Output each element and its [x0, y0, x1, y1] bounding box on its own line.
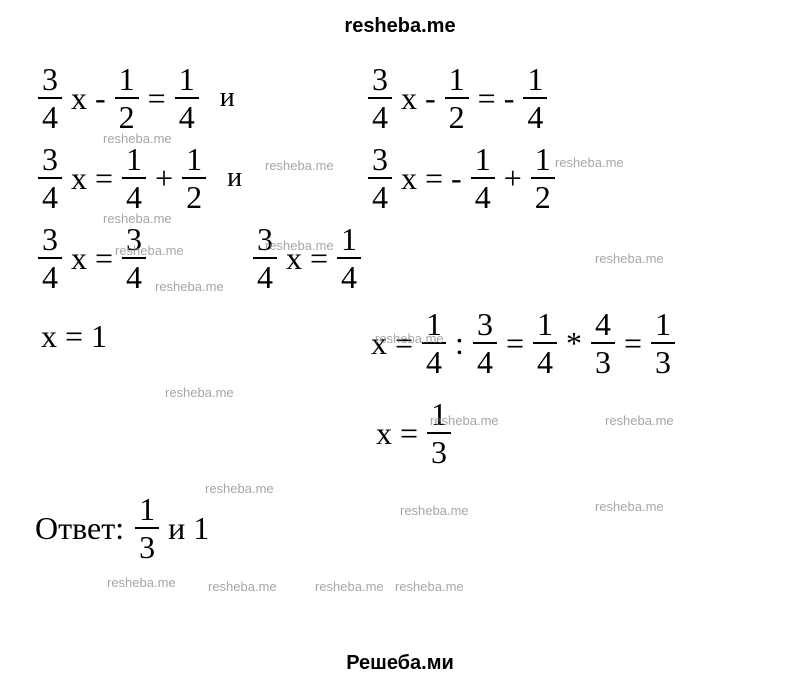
expr-text: x -	[71, 80, 106, 117]
fraction: 13	[651, 308, 675, 378]
watermark-text: resheba.me	[395, 579, 464, 594]
fraction: 12	[115, 63, 139, 133]
fraction: 34	[368, 63, 392, 133]
expr-text: x =	[286, 240, 328, 277]
fraction: 34	[473, 308, 497, 378]
fraction: 34	[368, 143, 392, 213]
equals: =	[624, 325, 642, 362]
expr-text: x = 1	[41, 318, 107, 355]
watermark-text: resheba.me	[605, 413, 674, 428]
op-colon: :	[455, 325, 464, 362]
watermark-text: resheba.me	[208, 579, 277, 594]
op-times: *	[566, 325, 582, 362]
expr-text: x =	[376, 415, 418, 452]
watermark-text: resheba.me	[315, 579, 384, 594]
fraction: 14	[533, 308, 557, 378]
watermark-text: resheba.me	[265, 158, 334, 173]
eq-row-3-right: 34 x = 14	[250, 223, 364, 293]
watermark-text: resheba.me	[107, 575, 176, 590]
fraction: 12	[182, 143, 206, 213]
eq-row-1-right: 34 x - 12 = - 14	[365, 63, 550, 133]
answer-row: Ответ: 13 и 1	[35, 493, 215, 563]
watermark-text: resheba.me	[205, 481, 274, 496]
expr-text: x =	[71, 240, 113, 277]
fraction: 34	[38, 223, 62, 293]
fraction: 14	[523, 63, 547, 133]
fraction: 14	[471, 143, 495, 213]
expr-text: x =	[371, 325, 413, 362]
fraction: 12	[531, 143, 555, 213]
fraction: 34	[38, 63, 62, 133]
footer-watermark: Решеба.ми	[0, 652, 800, 675]
fraction: 34	[38, 143, 62, 213]
fraction: 13	[427, 398, 451, 468]
page-container: resheba.me 34 x - 12 = 14 и 34 x - 12 = …	[0, 0, 800, 685]
answer-label: Ответ:	[35, 510, 124, 547]
fraction: 13	[135, 493, 159, 563]
eq-row-3-left: 34 x = 34	[35, 223, 149, 293]
fraction: 14	[175, 63, 199, 133]
watermark-text: resheba.me	[555, 155, 624, 170]
eq-row-4-right: x = 14 : 34 = 14 * 43 = 13	[365, 308, 678, 378]
eq-row-2-right: 34 x = - 14 + 12	[365, 143, 558, 213]
watermark-text: resheba.me	[400, 503, 469, 518]
eq-row-5-right: x = 13	[370, 398, 454, 468]
expr-text: x =	[71, 160, 113, 197]
equals: =	[148, 80, 166, 117]
conjunction: и	[227, 162, 242, 194]
plus: +	[504, 160, 522, 197]
answer-tail: и 1	[168, 510, 209, 547]
fraction: 14	[422, 308, 446, 378]
fraction: 43	[591, 308, 615, 378]
expr-text: x = -	[401, 160, 462, 197]
fraction: 34	[122, 223, 146, 293]
eq-row-2-left: 34 x = 14 + 12 и	[35, 143, 260, 213]
fraction: 14	[122, 143, 146, 213]
header-watermark: resheba.me	[35, 15, 765, 38]
watermark-text: resheba.me	[595, 251, 664, 266]
watermark-text: resheba.me	[165, 385, 234, 400]
fraction: 12	[445, 63, 469, 133]
fraction: 14	[337, 223, 361, 293]
equals: =	[506, 325, 524, 362]
watermark-text: resheba.me	[155, 279, 224, 294]
watermark-text: resheba.me	[595, 499, 664, 514]
conjunction: и	[220, 82, 235, 114]
eq-row-1-left: 34 x - 12 = 14 и	[35, 63, 253, 133]
math-area: 34 x - 12 = 14 и 34 x - 12 = - 14 34 x =…	[35, 63, 765, 623]
plus: +	[155, 160, 173, 197]
eq-row-4-left: x = 1	[35, 318, 113, 355]
equals: = -	[478, 80, 515, 117]
expr-text: x -	[401, 80, 436, 117]
fraction: 34	[253, 223, 277, 293]
